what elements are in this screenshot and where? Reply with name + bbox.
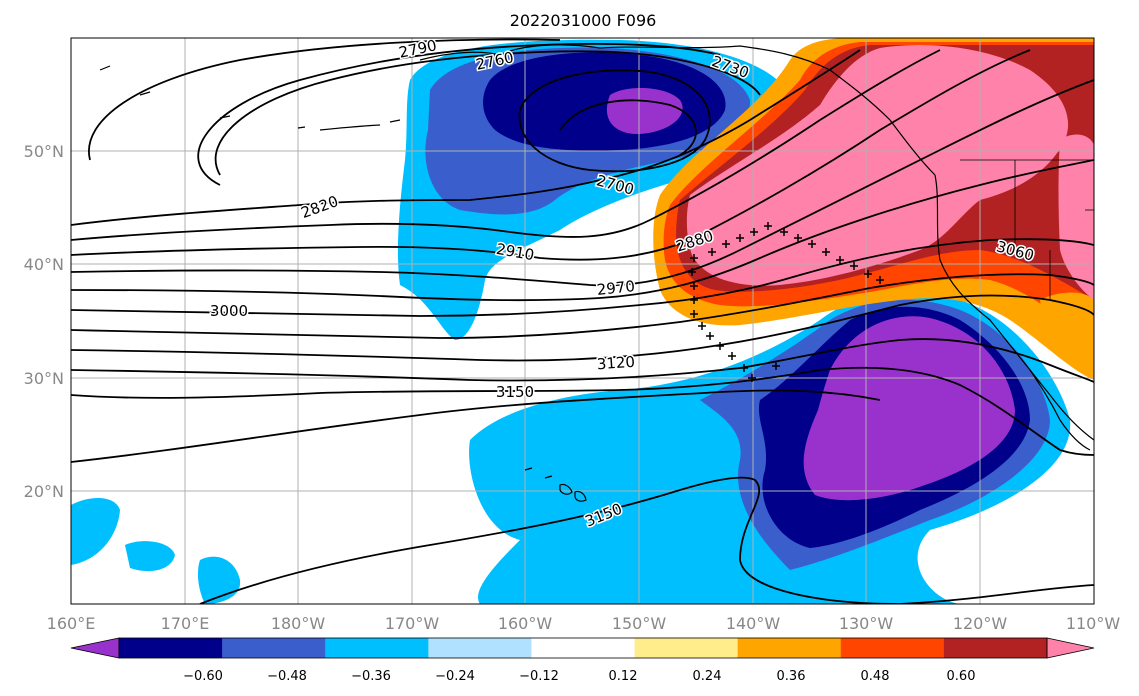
lon-label-110w: 110°W xyxy=(1066,614,1121,633)
colorbar-tick: 0.24 xyxy=(693,669,722,684)
lon-label-130w: 130°W xyxy=(839,614,894,633)
colorbar-segment xyxy=(840,638,945,658)
coastlines xyxy=(99,44,1094,502)
lon-label-180w: 180°W xyxy=(271,614,326,633)
pos-anomaly-ridge-4 xyxy=(686,44,1069,286)
neg-patch-west-2 xyxy=(125,541,175,572)
colorbar-extend-low xyxy=(70,637,120,659)
colorbar-segments xyxy=(70,637,1095,659)
colorbar-segment xyxy=(119,638,223,658)
colorbar: −0.60 −0.48 −0.36 −0.24 −0.12 0.12 0.24 … xyxy=(70,637,1095,684)
neg-anomaly-north-3 xyxy=(483,52,726,151)
colorbar-segment xyxy=(325,638,429,658)
contour-label-3000: 3000 xyxy=(210,302,248,320)
trough-markers xyxy=(688,222,884,382)
colorbar-tick: 0.60 xyxy=(947,669,976,684)
lon-label-160w: 160°W xyxy=(498,614,553,633)
latitude-labels: 50°N 40°N 30°N 20°N xyxy=(24,142,64,501)
pos-anomaly-ridge-5 xyxy=(1058,134,1094,300)
colorbar-tick: −0.60 xyxy=(183,669,223,684)
us-borders xyxy=(960,159,1094,300)
hawaii-islands xyxy=(524,467,587,502)
lat-label-30n: 30°N xyxy=(24,369,64,388)
map-panel: 2790 2760 2730 2700 2820 2880 2910 2970 … xyxy=(70,37,1095,605)
anomaly-shading xyxy=(71,38,1094,604)
lat-label-20n: 20°N xyxy=(24,482,64,501)
colorbar-tick: 0.36 xyxy=(777,669,806,684)
colorbar-tick: −0.36 xyxy=(351,669,391,684)
lon-label-120w: 120°W xyxy=(953,614,1008,633)
baja-california xyxy=(1029,369,1091,451)
lon-label-170e: 170°E xyxy=(161,614,210,633)
lat-label-50n: 50°N xyxy=(24,142,64,161)
lat-label-40n: 40°N xyxy=(24,255,64,274)
colorbar-segment xyxy=(428,638,532,658)
map-title: 2022031000 F096 xyxy=(510,11,657,30)
colorbar-segment xyxy=(737,638,842,658)
aleutian-islands xyxy=(99,65,401,131)
neg-patch-west xyxy=(71,498,120,565)
colorbar-tick: 0.48 xyxy=(861,669,890,684)
colorbar-segment xyxy=(531,638,636,658)
lon-label-150w: 150°W xyxy=(612,614,667,633)
colorbar-tick: −0.24 xyxy=(435,669,475,684)
colorbar-frame xyxy=(118,637,1048,659)
colorbar-extend-high xyxy=(1046,637,1095,659)
neg-anomaly-south-4 xyxy=(803,316,1015,501)
pos-anomaly-east xyxy=(1040,292,1094,370)
colorbar-tick: 0.12 xyxy=(609,669,638,684)
lon-label-170w: 170°W xyxy=(385,614,440,633)
lon-label-160e: 160°E xyxy=(47,614,96,633)
contour-label-3150: 3150 xyxy=(496,383,534,401)
lon-label-140w: 140°W xyxy=(726,614,781,633)
colorbar-tick: −0.48 xyxy=(267,669,307,684)
colorbar-segment xyxy=(634,638,739,658)
contour-label-2970: 2970 xyxy=(596,277,636,299)
colorbar-tick-labels: −0.60 −0.48 −0.36 −0.24 −0.12 0.12 0.24 … xyxy=(183,669,975,684)
longitude-labels: 160°E 170°E 180°W 170°W 160°W 150°W 140°… xyxy=(47,614,1121,633)
na-west-coast xyxy=(934,174,1094,441)
colorbar-tick: −0.12 xyxy=(519,669,559,684)
contour-label-3120: 3120 xyxy=(596,353,635,374)
colorbar-segment xyxy=(943,638,1048,658)
graticule xyxy=(71,38,1094,604)
colorbar-segment xyxy=(222,638,326,658)
